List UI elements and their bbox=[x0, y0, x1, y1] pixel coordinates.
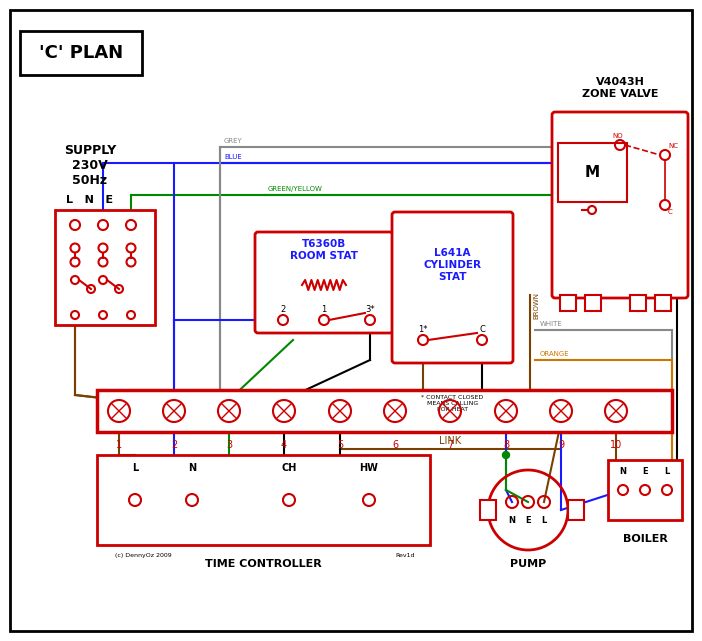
FancyBboxPatch shape bbox=[97, 390, 672, 432]
Text: 'C' PLAN: 'C' PLAN bbox=[39, 44, 123, 62]
Text: SUPPLY: SUPPLY bbox=[64, 144, 116, 156]
Text: WHITE: WHITE bbox=[540, 321, 563, 327]
Text: 9: 9 bbox=[558, 440, 564, 450]
FancyBboxPatch shape bbox=[10, 10, 692, 631]
Text: NC: NC bbox=[668, 143, 678, 149]
Text: LINK: LINK bbox=[439, 436, 461, 446]
Text: 230V: 230V bbox=[72, 158, 108, 172]
Text: TIME CONTROLLER: TIME CONTROLLER bbox=[205, 559, 322, 569]
Text: 7: 7 bbox=[447, 440, 453, 450]
Text: * CONTACT CLOSED
MEANS CALLING
FOR HEAT: * CONTACT CLOSED MEANS CALLING FOR HEAT bbox=[421, 395, 484, 412]
Text: 1: 1 bbox=[116, 440, 122, 450]
Text: CH: CH bbox=[282, 463, 297, 473]
Text: ORANGE: ORANGE bbox=[540, 351, 569, 357]
Text: 50Hz: 50Hz bbox=[72, 174, 107, 187]
Text: 8: 8 bbox=[503, 440, 509, 450]
FancyBboxPatch shape bbox=[97, 455, 430, 545]
Text: GREY: GREY bbox=[224, 138, 243, 144]
Text: HW: HW bbox=[359, 463, 378, 473]
Text: 1*: 1* bbox=[418, 325, 428, 334]
Text: M: M bbox=[585, 165, 600, 180]
Text: T6360B
ROOM STAT: T6360B ROOM STAT bbox=[290, 239, 358, 261]
Circle shape bbox=[503, 451, 510, 458]
FancyBboxPatch shape bbox=[20, 31, 142, 75]
FancyBboxPatch shape bbox=[558, 143, 627, 202]
Text: 4: 4 bbox=[281, 440, 287, 450]
Text: (c) DennyOz 2009: (c) DennyOz 2009 bbox=[115, 553, 172, 558]
Text: L: L bbox=[132, 463, 138, 473]
Text: N: N bbox=[508, 516, 515, 525]
FancyBboxPatch shape bbox=[585, 295, 601, 311]
Text: L641A
CYLINDER
STAT: L641A CYLINDER STAT bbox=[423, 249, 482, 281]
Text: E: E bbox=[525, 516, 531, 525]
Text: N: N bbox=[619, 467, 626, 476]
Text: BROWN: BROWN bbox=[533, 292, 539, 319]
Text: 1: 1 bbox=[322, 305, 326, 314]
Text: N: N bbox=[188, 463, 196, 473]
Text: 2: 2 bbox=[280, 305, 286, 314]
FancyBboxPatch shape bbox=[392, 212, 513, 363]
FancyBboxPatch shape bbox=[655, 295, 671, 311]
Text: E: E bbox=[642, 467, 648, 476]
Text: 10: 10 bbox=[610, 440, 622, 450]
Text: GREEN/YELLOW: GREEN/YELLOW bbox=[268, 186, 323, 192]
Text: BOILER: BOILER bbox=[623, 534, 668, 544]
FancyBboxPatch shape bbox=[55, 210, 155, 325]
Text: C: C bbox=[479, 325, 485, 334]
FancyBboxPatch shape bbox=[480, 500, 496, 520]
Text: Rev1d: Rev1d bbox=[395, 553, 415, 558]
FancyBboxPatch shape bbox=[630, 295, 646, 311]
Text: NO: NO bbox=[612, 133, 623, 139]
Text: C: C bbox=[668, 209, 673, 215]
Text: 3: 3 bbox=[226, 440, 232, 450]
FancyBboxPatch shape bbox=[255, 232, 393, 333]
Text: BLUE: BLUE bbox=[224, 154, 241, 160]
Text: 5: 5 bbox=[337, 440, 343, 450]
Text: V4043H
ZONE VALVE: V4043H ZONE VALVE bbox=[582, 77, 658, 99]
Text: 3*: 3* bbox=[365, 305, 375, 314]
Text: L   N   E: L N E bbox=[67, 195, 114, 205]
FancyBboxPatch shape bbox=[560, 295, 576, 311]
FancyBboxPatch shape bbox=[608, 460, 682, 520]
Text: PUMP: PUMP bbox=[510, 559, 546, 569]
Text: 6: 6 bbox=[392, 440, 398, 450]
FancyBboxPatch shape bbox=[552, 112, 688, 298]
Text: L: L bbox=[664, 467, 670, 476]
FancyBboxPatch shape bbox=[568, 500, 584, 520]
Text: L: L bbox=[541, 516, 547, 525]
Text: 2: 2 bbox=[171, 440, 177, 450]
